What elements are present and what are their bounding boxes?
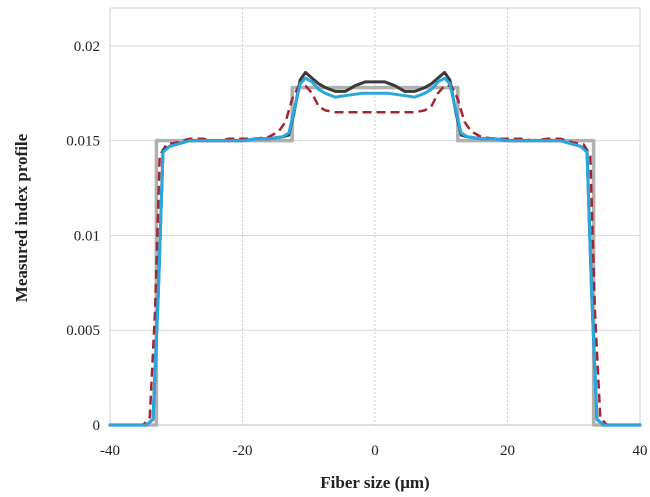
tick-labels: 0 0.005 0.01 0.015 0.02 -40 -20 0 20 40 (66, 39, 647, 459)
data-series (108, 70, 642, 427)
x-tick-label: -20 (233, 443, 253, 459)
grid-lines (110, 8, 640, 425)
series-line-4 (108, 76, 642, 427)
x-tick-label: 40 (633, 443, 648, 459)
y-tick-label: 0.02 (74, 39, 100, 55)
x-tick-label: 0 (371, 443, 379, 459)
x-tick-label: 20 (500, 443, 515, 459)
x-axis-title: Fiber size (μm) (320, 473, 429, 492)
y-tick-label: 0 (93, 418, 101, 434)
x-tick-label: -40 (100, 443, 120, 459)
axes (109, 7, 641, 426)
y-axis-title: Measured index profile (12, 133, 31, 302)
y-tick-label: 0.01 (74, 228, 100, 244)
y-tick-label: 0.015 (66, 134, 100, 150)
y-tick-label: 0.005 (66, 323, 100, 339)
